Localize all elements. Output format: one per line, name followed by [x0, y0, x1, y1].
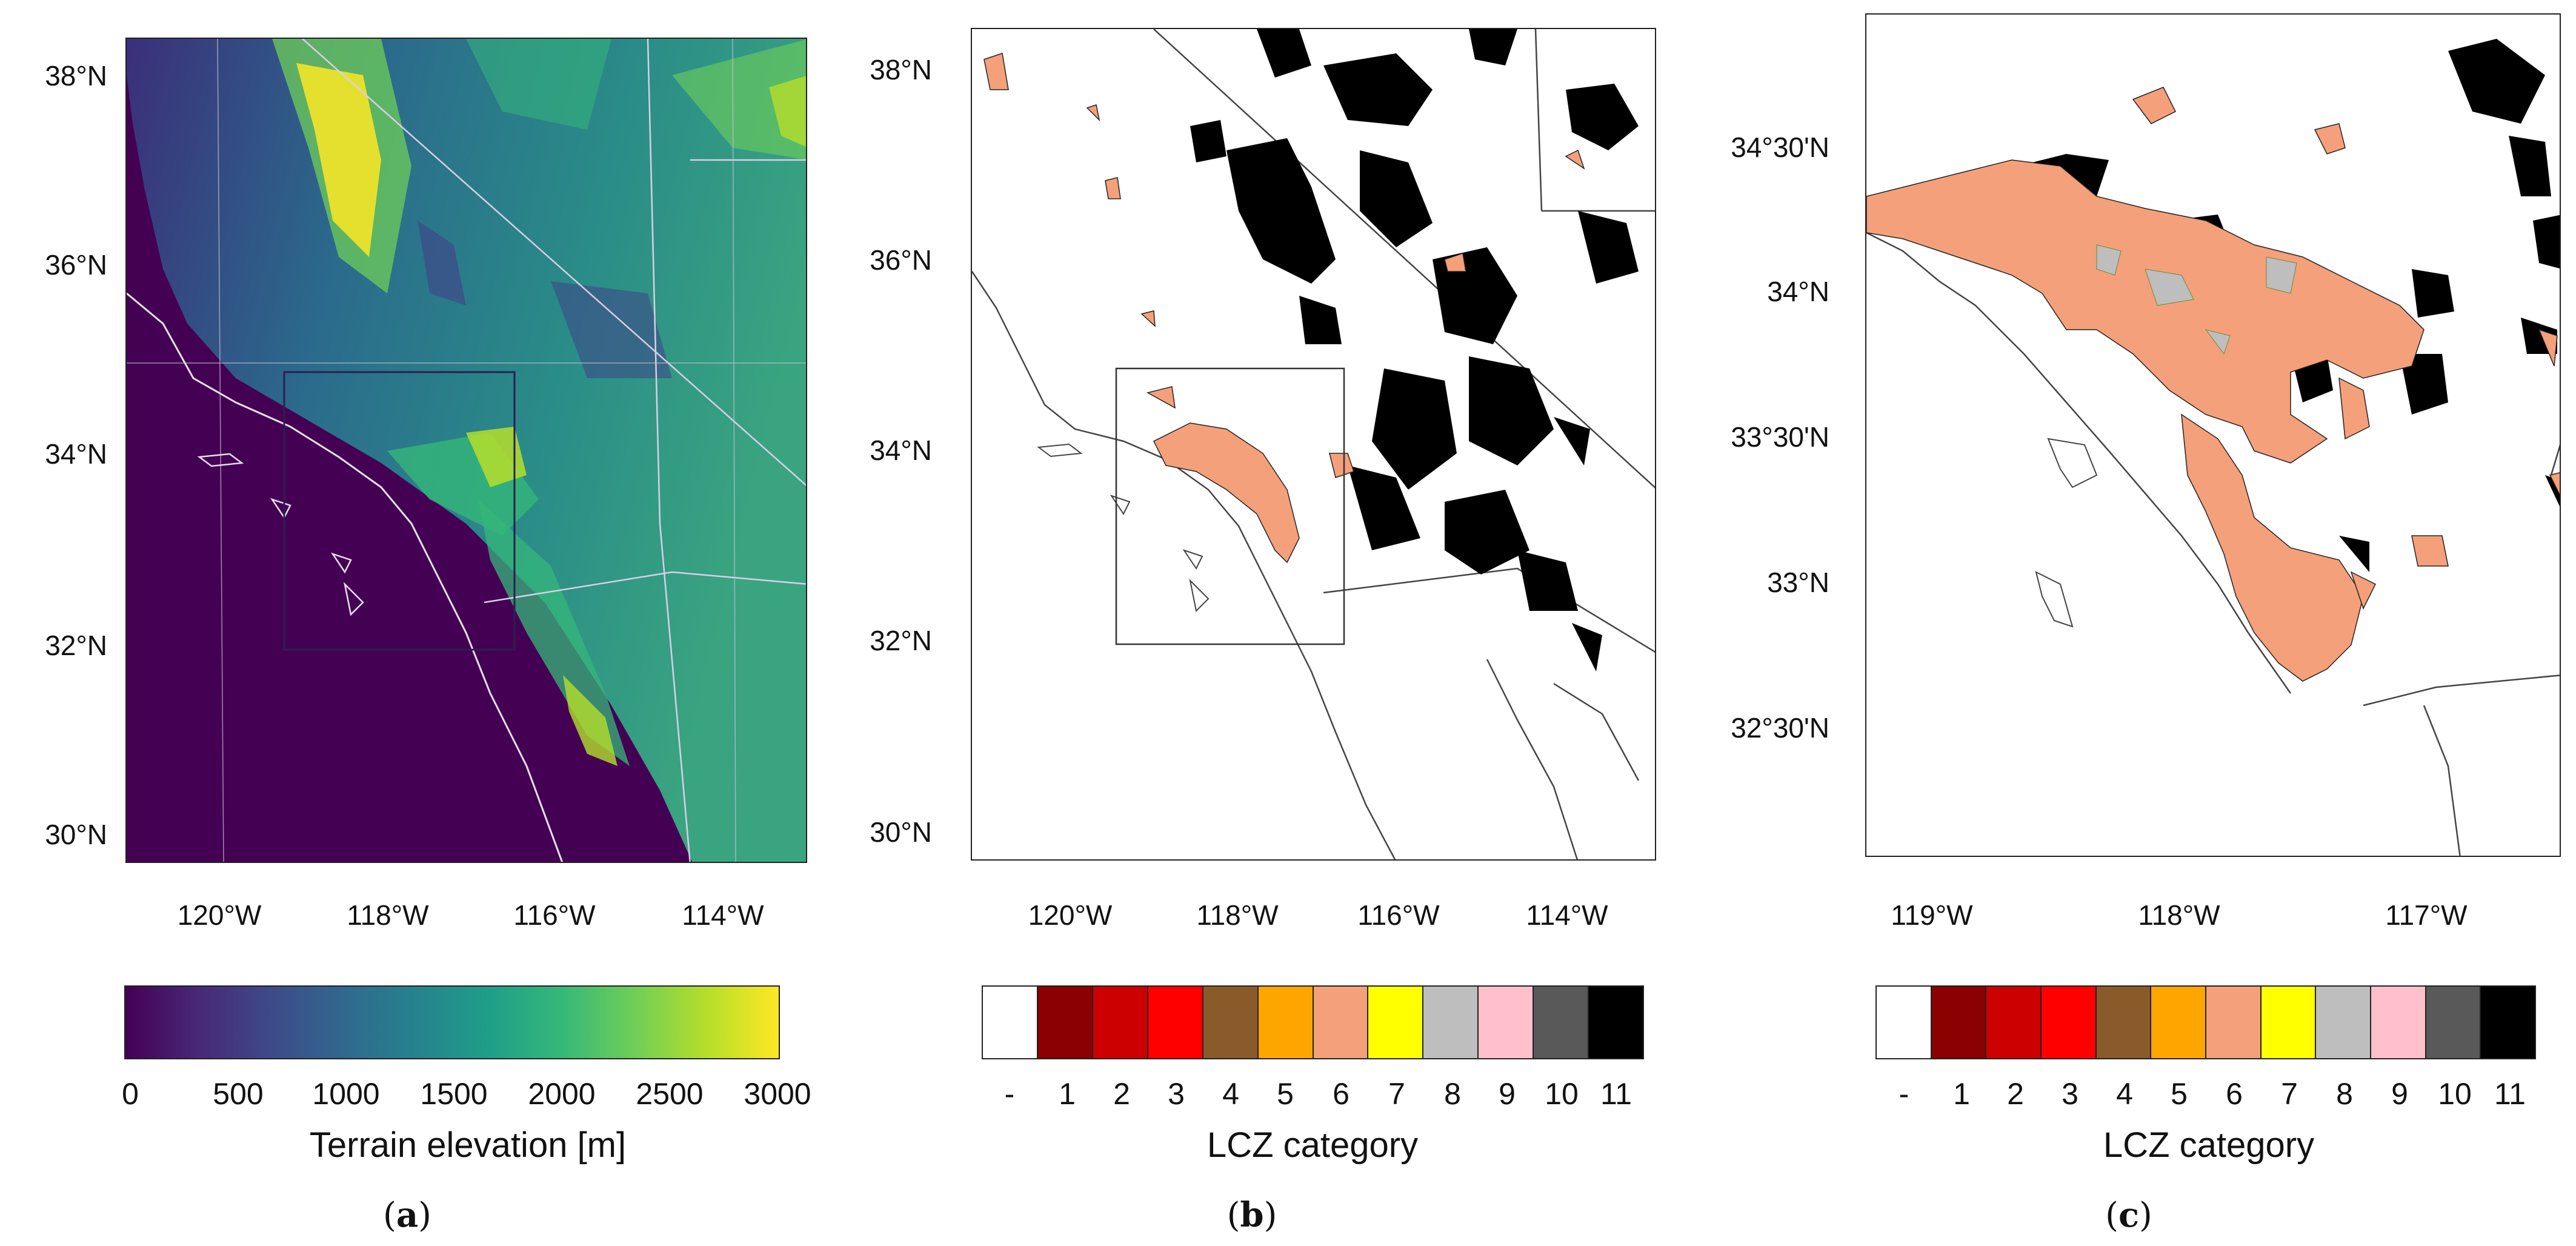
lat-label: 34°N	[1767, 276, 1829, 307]
lat-label: 33°30'N	[1731, 421, 1829, 453]
lon-label: 120°W	[177, 899, 262, 931]
lon-label: 118°W	[347, 899, 429, 931]
colorbar-tick: 500	[213, 1077, 264, 1111]
colorbar-tick: 7	[2281, 1077, 2298, 1111]
lat-label: 38°N	[45, 60, 107, 92]
lat-label: 38°N	[870, 54, 932, 85]
colorbar-swatch	[2426, 987, 2481, 1058]
colorbar-swatch	[2371, 987, 2426, 1058]
colorbar-title: Terrain elevation [m]	[309, 1125, 627, 1165]
colorbar-tick: 5	[1277, 1077, 1294, 1111]
colorbar-tick: 2500	[636, 1077, 704, 1111]
colorbar-swatch	[2151, 987, 2207, 1058]
colorbar-tick: 9	[1499, 1077, 1516, 1111]
colorbar-swatch	[2096, 987, 2152, 1058]
lcz-map-region	[971, 28, 1656, 861]
colorbar-swatch	[1148, 987, 1203, 1058]
colorbar-tick: 2000	[528, 1077, 596, 1111]
colorbar-tick: 0	[122, 1077, 139, 1111]
lcz-map-zoom	[1865, 13, 2561, 857]
colorbar-swatch	[983, 987, 1038, 1058]
colorbar-tick: -	[1004, 1077, 1015, 1111]
colorbar-swatch	[1423, 987, 1479, 1058]
lcz-map-region-svg	[972, 29, 1655, 859]
colorbar-tick: 11	[1600, 1077, 1632, 1111]
lat-label: 36°N	[870, 244, 932, 276]
colorbar-tick: 10	[1545, 1077, 1579, 1111]
colorbar-swatch	[1037, 987, 1093, 1058]
lat-label: 33°N	[1767, 567, 1829, 598]
colorbar-swatch	[2481, 987, 2535, 1058]
terrain-map-svg	[127, 39, 806, 862]
lat-label: 32°N	[870, 625, 932, 656]
colorbar-tick: 6	[1333, 1077, 1350, 1111]
panel-caption: (a)	[382, 1195, 432, 1235]
lat-label: 34°N	[870, 435, 932, 466]
lat-label: 30°N	[870, 816, 932, 848]
colorbar-tick: -	[1899, 1077, 1909, 1111]
colorbar-tick: 3	[1168, 1077, 1185, 1111]
colorbar-tick: 11	[2494, 1077, 2526, 1111]
colorbar-swatch	[2261, 987, 2317, 1058]
colorbar-tick: 3	[2062, 1077, 2078, 1111]
colorbar-swatch	[1986, 987, 2042, 1058]
colorbar-tick: 6	[2226, 1077, 2243, 1111]
colorbar-swatch	[1534, 987, 1589, 1058]
colorbar-swatch	[1313, 987, 1369, 1058]
colorbar-tick: 10	[2438, 1077, 2472, 1111]
lcz-colorbar	[1875, 985, 2536, 1059]
colorbar-swatch	[1931, 987, 1987, 1058]
colorbar-swatch	[1589, 987, 1643, 1058]
colorbar-swatch	[1093, 987, 1148, 1058]
panel-caption: (c)	[2105, 1195, 2152, 1235]
lon-label: 117°W	[2385, 899, 2468, 931]
colorbar-tick: 8	[2336, 1077, 2353, 1111]
colorbar-tick: 2	[1113, 1077, 1130, 1111]
colorbar-title: LCZ category	[2103, 1125, 2315, 1165]
colorbar-swatch	[1258, 987, 1314, 1058]
colorbar-swatch	[2206, 987, 2261, 1058]
lat-label: 32°N	[45, 630, 107, 661]
lon-label: 116°W	[1357, 899, 1440, 931]
colorbar-swatch	[2316, 987, 2372, 1058]
colorbar-tick: 5	[2171, 1077, 2188, 1111]
lon-label: 114°W	[682, 899, 764, 931]
colorbar-tick: 4	[2116, 1077, 2133, 1111]
lon-label: 114°W	[1526, 899, 1608, 931]
lat-label: 34°30'N	[1731, 132, 1829, 163]
colorbar-tick: 1	[1059, 1077, 1076, 1111]
colorbar-swatch	[1368, 987, 1424, 1058]
colorbar-swatch	[1203, 987, 1259, 1058]
lat-label: 36°N	[45, 249, 107, 281]
colorbar-swatch	[1479, 987, 1534, 1058]
lon-label: 120°W	[1028, 899, 1113, 931]
terrain-map	[125, 38, 807, 863]
lcz-map-zoom-svg	[1866, 15, 2560, 856]
colorbar-tick: 8	[1444, 1077, 1461, 1111]
elevation-colorbar	[124, 985, 780, 1059]
colorbar-tick: 1	[1953, 1077, 1970, 1111]
colorbar-swatch	[2042, 987, 2097, 1058]
colorbar-swatch	[1877, 987, 1932, 1058]
lat-label: 32°30'N	[1731, 712, 1829, 744]
lat-label: 30°N	[45, 819, 107, 850]
lon-label: 116°W	[513, 899, 596, 931]
colorbar-tick: 1000	[312, 1077, 380, 1111]
lon-label: 118°W	[2138, 899, 2220, 931]
colorbar-tick: 3000	[744, 1077, 811, 1111]
colorbar-title: LCZ category	[1206, 1125, 1419, 1165]
lon-label: 118°W	[1196, 899, 1279, 931]
colorbar-tick: 7	[1388, 1077, 1405, 1111]
lon-label: 119°W	[1891, 899, 1973, 931]
colorbar-tick: 9	[2391, 1077, 2408, 1111]
lcz-colorbar	[982, 985, 1644, 1059]
lat-label: 34°N	[45, 438, 107, 470]
panel-caption: (b)	[1226, 1195, 1277, 1235]
colorbar-tick: 1500	[420, 1077, 488, 1111]
colorbar-tick: 2	[2007, 1077, 2024, 1111]
colorbar-tick: 4	[1222, 1077, 1239, 1111]
